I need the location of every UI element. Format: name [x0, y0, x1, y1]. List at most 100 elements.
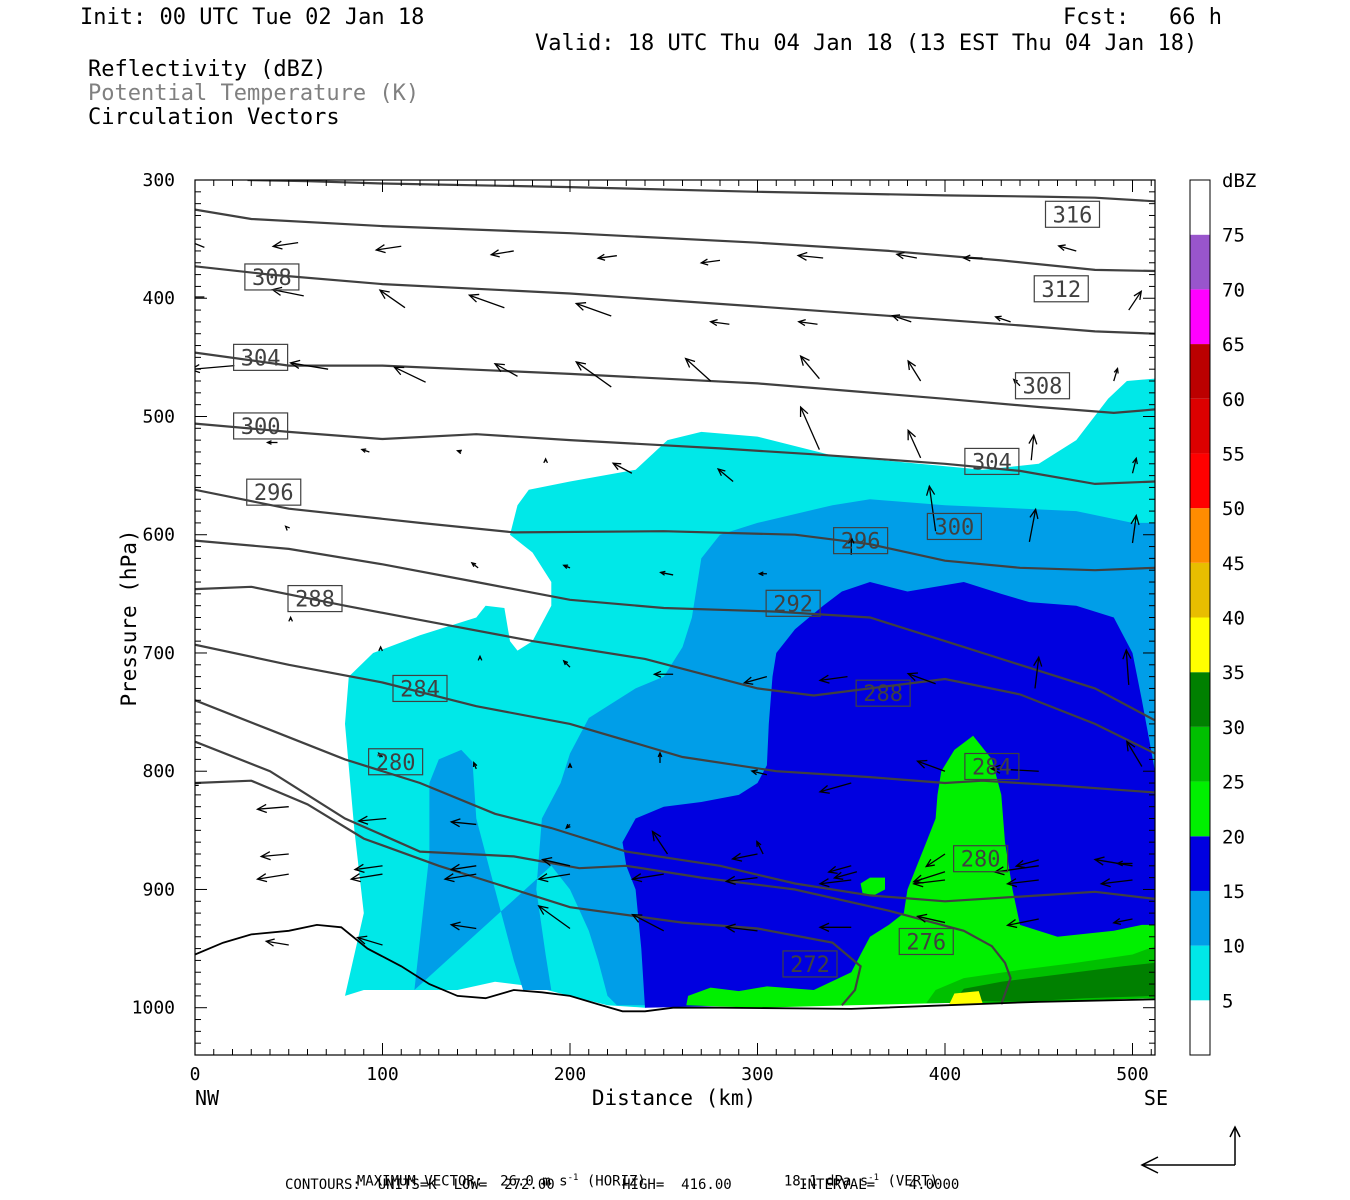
- contour-label-text: 284: [972, 755, 1012, 780]
- colorbar-tick-label: 75: [1222, 225, 1245, 247]
- vector-shaft: [744, 675, 768, 684]
- vector-shaft: [195, 873, 196, 875]
- circulation-vector: [1014, 859, 1039, 869]
- vector-head: [1113, 366, 1119, 374]
- vector-shaft: [494, 363, 518, 377]
- circulation-vector: [724, 923, 758, 933]
- vector-shaft: [598, 255, 617, 259]
- circulation-vector: [1130, 513, 1140, 544]
- theta-contour-280: [195, 699, 1155, 903]
- vector-head: [1014, 859, 1026, 869]
- vector-head: [684, 357, 696, 368]
- colorbar-tick-label: 35: [1222, 662, 1245, 684]
- contour-label-304: 304: [233, 343, 289, 371]
- colorbar-tick-label: 5: [1222, 990, 1233, 1012]
- circulation-vector: [1099, 878, 1133, 888]
- vector-shaft: [1131, 458, 1137, 474]
- circulation-vector: [907, 359, 922, 382]
- colorbar-band-50: [1190, 453, 1210, 509]
- vector-head: [818, 674, 830, 684]
- contour-label-292: 292: [765, 589, 821, 617]
- vector-shaft: [1128, 290, 1142, 311]
- vector-shaft: [917, 760, 946, 772]
- vector-head: [832, 871, 844, 880]
- contour-label-288: 288: [855, 679, 911, 707]
- vector-shaft: [995, 316, 1011, 323]
- reference-vector-horiz-head: [1140, 1156, 1159, 1174]
- vector-shaft: [444, 873, 477, 880]
- vector-head: [799, 405, 809, 417]
- contour-label-text: 312: [1041, 278, 1081, 303]
- vector-shaft: [379, 289, 406, 309]
- vector-head: [255, 803, 268, 814]
- vector-head: [709, 319, 718, 327]
- circulation-vector: [1112, 917, 1133, 926]
- vector-head: [907, 428, 916, 441]
- circulation-vector: [630, 873, 664, 883]
- theta-contour-292: [195, 539, 1155, 722]
- colorbar-band-75: [1190, 180, 1210, 235]
- circulation-vector: [709, 319, 730, 327]
- vector-head: [1005, 878, 1018, 888]
- circulation-vector: [799, 354, 820, 380]
- vector-shaft: [1034, 657, 1040, 689]
- vector-head: [271, 240, 283, 250]
- vector-head: [443, 873, 455, 883]
- vector-shaft: [469, 294, 505, 309]
- theta-contour-304: [195, 351, 1155, 415]
- vector-shaft: [726, 926, 758, 932]
- vector-head: [915, 913, 928, 923]
- circulation-vector: [195, 364, 235, 374]
- vector-head: [1005, 919, 1018, 929]
- vector-shaft: [1028, 509, 1037, 542]
- vector-shaft: [925, 853, 946, 868]
- circulation-vector: [1131, 456, 1138, 474]
- forecast-hour: Fcst: 66 h: [1063, 5, 1222, 30]
- vector-shaft: [928, 486, 937, 532]
- circulation-vector: [818, 922, 852, 932]
- circulation-vector: [289, 359, 329, 370]
- vector-head: [195, 364, 201, 374]
- vector-shaft: [994, 865, 1039, 873]
- vector-shaft: [1131, 515, 1137, 544]
- circulation-vector: [684, 357, 712, 382]
- colorbar-tick-label: 15: [1222, 881, 1245, 903]
- vector-head: [537, 905, 549, 915]
- y-tick-label: 300: [142, 170, 175, 191]
- vector-head: [1115, 860, 1124, 867]
- circulation-vector: [567, 762, 573, 769]
- contour-label-box: [953, 845, 1009, 873]
- vector-shaft: [195, 952, 196, 954]
- circulation-vector: [195, 242, 205, 249]
- circulation-vector: [472, 761, 478, 770]
- vector-head: [493, 363, 505, 373]
- vector-head: [699, 258, 709, 266]
- max-vector-vert-text: 18.1 dPa s: [783, 1173, 869, 1190]
- colorbar-tick-label: 25: [1222, 772, 1245, 794]
- circulation-vector: [574, 361, 612, 388]
- vector-shaft: [907, 673, 936, 685]
- vector-head: [158, 859, 168, 867]
- vector-head: [962, 254, 971, 262]
- circulation-vector: [827, 865, 852, 875]
- colorbar-band-10: [1190, 890, 1210, 946]
- vector-shaft: [351, 873, 383, 880]
- vector-shaft: [290, 362, 329, 370]
- vector-head: [449, 921, 461, 931]
- circulation-vector: [652, 670, 674, 678]
- reference-vector-vert-head: [1229, 1125, 1241, 1138]
- vector-head: [540, 856, 553, 867]
- vector-head: [652, 670, 662, 678]
- contour-label-text: 304: [972, 450, 1012, 475]
- circulation-vector: [1005, 878, 1039, 888]
- vector-head: [349, 873, 361, 883]
- vector-head: [724, 923, 736, 933]
- contour-label-312: 312: [1033, 275, 1089, 303]
- x-tick-label: 400: [929, 1064, 962, 1085]
- vector-shaft: [491, 250, 514, 256]
- contour-label-text: 284: [400, 677, 440, 702]
- circulation-vector: [724, 875, 758, 885]
- circulation-vector: [374, 244, 402, 254]
- vector-shaft: [726, 876, 758, 883]
- contour-label-text: 280: [961, 848, 1001, 873]
